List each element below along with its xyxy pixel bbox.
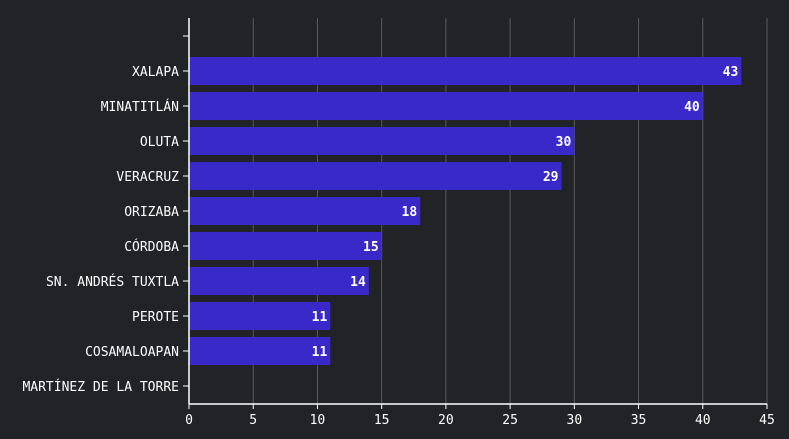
y-tick-label: PEROTE bbox=[132, 310, 179, 325]
bar bbox=[189, 127, 575, 155]
bar bbox=[189, 92, 703, 120]
data-label: 18 bbox=[402, 205, 418, 220]
x-tick-label: 5 bbox=[249, 413, 257, 428]
bar bbox=[189, 232, 382, 260]
data-label: 29 bbox=[543, 170, 559, 185]
y-tick-label: COSAMALOAPAN bbox=[85, 345, 179, 360]
x-tick-label: 10 bbox=[310, 413, 326, 428]
data-label: 11 bbox=[312, 310, 328, 325]
data-label: 30 bbox=[556, 135, 572, 150]
x-tick-label: 30 bbox=[567, 413, 583, 428]
bar bbox=[189, 267, 369, 295]
y-tick-label: ORIZABA bbox=[124, 205, 179, 220]
x-tick-label: 45 bbox=[759, 413, 775, 428]
x-tick-label: 0 bbox=[185, 413, 193, 428]
y-tick-label: XALAPA bbox=[132, 65, 179, 80]
bar bbox=[189, 337, 331, 365]
data-label: 15 bbox=[363, 240, 379, 255]
x-tick-label: 15 bbox=[374, 413, 390, 428]
y-tick-label: VERACRUZ bbox=[116, 170, 179, 185]
data-label: 11 bbox=[312, 345, 328, 360]
x-tick-label: 40 bbox=[695, 413, 711, 428]
x-tick-label: 35 bbox=[631, 413, 647, 428]
bar bbox=[189, 197, 421, 225]
x-tick-label: 25 bbox=[502, 413, 518, 428]
y-tick-label: CÓRDOBA bbox=[124, 239, 179, 255]
y-tick-label: MINATITLÁN bbox=[101, 99, 179, 115]
bar bbox=[189, 57, 742, 85]
data-label: 43 bbox=[723, 65, 739, 80]
y-tick-label: SN. ANDRÉS TUXTLA bbox=[46, 274, 179, 290]
data-label: 40 bbox=[684, 100, 700, 115]
bars bbox=[189, 57, 742, 365]
labels: 43 XALAPA 40 MINATITLÁN 30 OLUTA 29 VERACRUZ 18 O… bbox=[22, 65, 774, 428]
data-label: 14 bbox=[350, 275, 366, 290]
bar bbox=[189, 162, 562, 190]
axes bbox=[183, 18, 768, 409]
y-tick-label: MARTÍNEZ DE LA TORRE bbox=[22, 379, 179, 395]
x-tick-label: 20 bbox=[438, 413, 454, 428]
bar bbox=[189, 302, 331, 330]
y-tick-label: OLUTA bbox=[140, 135, 179, 150]
